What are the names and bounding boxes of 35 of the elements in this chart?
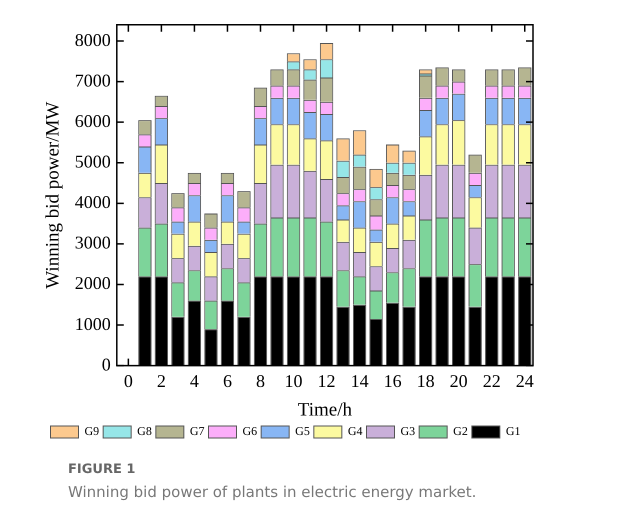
legend-label: G7: [190, 424, 205, 438]
x-tick-label: 12: [318, 371, 336, 392]
x-tick-label: 10: [284, 371, 303, 392]
x-tick-label: 18: [416, 371, 435, 392]
x-tick-label: 4: [190, 371, 199, 392]
y-tick-label: 5000: [74, 151, 111, 172]
x-tick-label: 2: [156, 371, 166, 392]
text: Winning bid power of plants in electric energy market.: [68, 483, 478, 501]
x-tick-label: 20: [450, 371, 468, 392]
legend-label: G1: [506, 424, 521, 438]
y-tick-label: 6000: [74, 110, 111, 131]
x-tick-label: 22: [482, 371, 501, 392]
y-tick-label: 7000: [74, 70, 111, 90]
legend-label: G2: [453, 424, 468, 438]
x-tick-label: 6: [222, 371, 232, 392]
y-tick-label: 4000: [74, 192, 111, 212]
y-tick-label: 8000: [74, 30, 111, 50]
y-axis-title: Winning bid power/MW: [42, 102, 64, 289]
y-tick-label: 1000: [74, 314, 111, 334]
legend-label: G9: [84, 424, 100, 438]
y-tick-label: 2000: [74, 273, 111, 294]
legend-label: G6: [242, 424, 258, 438]
legend-label: G8: [137, 424, 152, 438]
y-tick-label: 0: [102, 354, 111, 374]
x-tick-label: 16: [384, 371, 402, 392]
legend-label: G3: [400, 424, 416, 438]
legend-label: G4: [348, 424, 363, 438]
x-tick-label: 24: [516, 371, 534, 392]
caption: FIGURE 1: [68, 462, 136, 477]
x-axis-title: Time/h: [298, 400, 352, 421]
y-tick-label: 3000: [74, 232, 111, 253]
x-tick-label: 8: [256, 371, 265, 392]
x-tick-label: 14: [350, 371, 369, 392]
legend-label: G5: [295, 424, 310, 438]
x-tick-label: 0: [124, 371, 133, 392]
